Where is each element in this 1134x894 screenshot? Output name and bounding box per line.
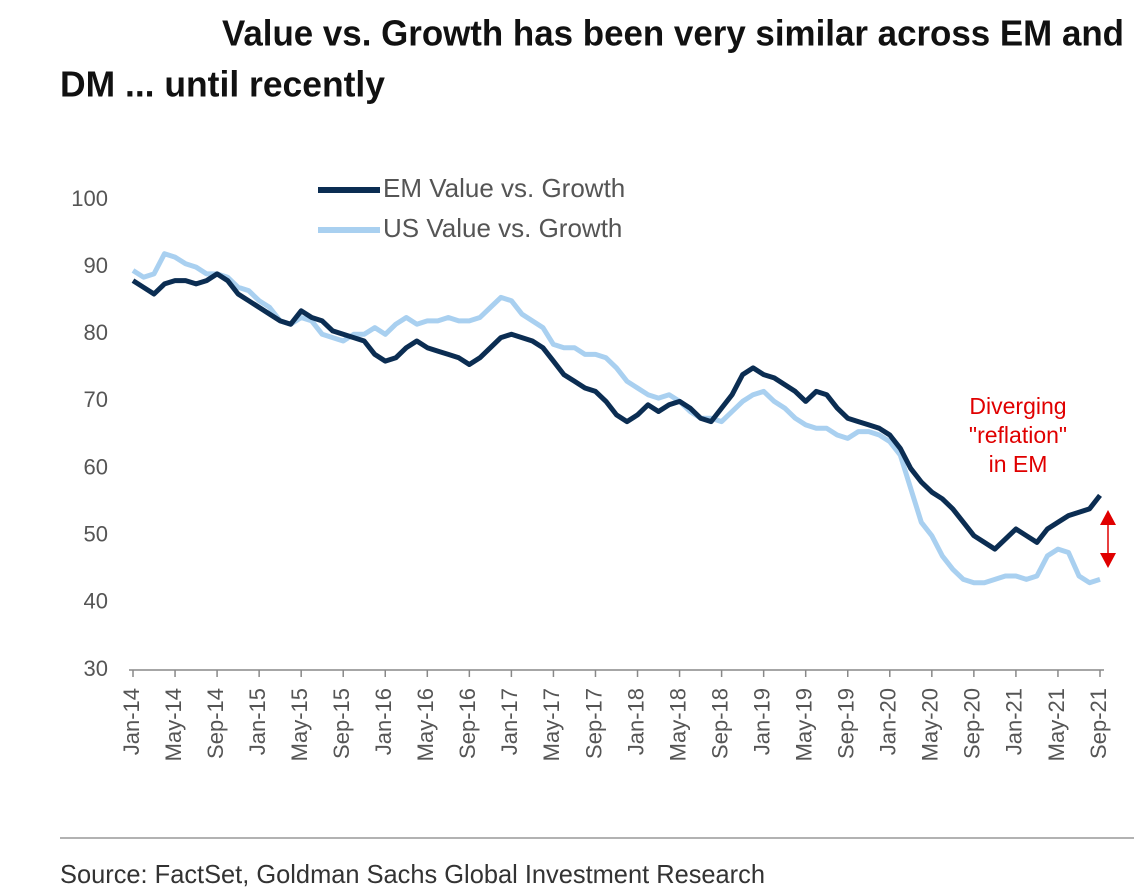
x-tick-label: May-16 bbox=[413, 688, 438, 761]
x-tick-label: Jan-21 bbox=[1002, 688, 1027, 755]
y-tick-label: 90 bbox=[84, 253, 108, 278]
x-tick-label: May-19 bbox=[792, 688, 817, 761]
x-tick-label: May-20 bbox=[918, 688, 943, 761]
y-tick-label: 40 bbox=[84, 589, 108, 614]
source: Source: FactSet, Goldman Sachs Global In… bbox=[60, 859, 765, 889]
y-tick-label: 80 bbox=[84, 320, 108, 345]
x-tick-label: May-17 bbox=[539, 688, 564, 761]
x-tick-label: Sep-14 bbox=[203, 688, 228, 759]
x-tick-label: Jan-15 bbox=[245, 688, 270, 755]
x-tick-label: May-21 bbox=[1044, 688, 1069, 761]
x-tick-label: May-15 bbox=[287, 688, 312, 761]
series-line bbox=[131, 251, 1101, 586]
legend-label: EM Value vs. Growth bbox=[383, 173, 625, 203]
x-tick-label: Sep-15 bbox=[329, 688, 354, 759]
x-tick-label: Sep-20 bbox=[960, 688, 985, 759]
annotation: Diverging bbox=[969, 393, 1066, 419]
x-tick-label: May-18 bbox=[665, 688, 690, 761]
x-tick-label: May-14 bbox=[161, 688, 186, 761]
x-tick-label: Jan-18 bbox=[623, 688, 648, 755]
y-tick-label: 50 bbox=[84, 522, 108, 547]
annotation: in EM bbox=[989, 451, 1048, 477]
x-tick-label: Jan-17 bbox=[497, 688, 522, 755]
y-tick-label: 30 bbox=[84, 656, 108, 681]
x-tick-label: Jan-16 bbox=[371, 688, 396, 755]
x-tick-label: Jan-14 bbox=[119, 688, 144, 755]
series-line bbox=[131, 271, 1102, 552]
y-tick-label: 60 bbox=[84, 454, 108, 479]
chart-title: Value vs. Growth has been very similar a… bbox=[222, 13, 1124, 54]
x-tick-label: Sep-16 bbox=[455, 688, 480, 759]
y-tick-label: 100 bbox=[71, 186, 108, 211]
x-tick-label: Sep-21 bbox=[1086, 688, 1111, 759]
chart-title: DM ... until recently bbox=[60, 64, 385, 105]
x-tick-label: Jan-19 bbox=[749, 688, 774, 755]
x-tick-label: Jan-20 bbox=[876, 688, 901, 755]
y-tick-label: 70 bbox=[84, 387, 108, 412]
x-tick-label: Sep-18 bbox=[707, 688, 732, 759]
annotation: "reflation" bbox=[969, 422, 1067, 448]
x-tick-label: Sep-17 bbox=[581, 688, 606, 759]
arrow bbox=[1100, 510, 1116, 568]
x-tick-label: Sep-19 bbox=[834, 688, 859, 759]
legend-label: US Value vs. Growth bbox=[383, 213, 622, 243]
